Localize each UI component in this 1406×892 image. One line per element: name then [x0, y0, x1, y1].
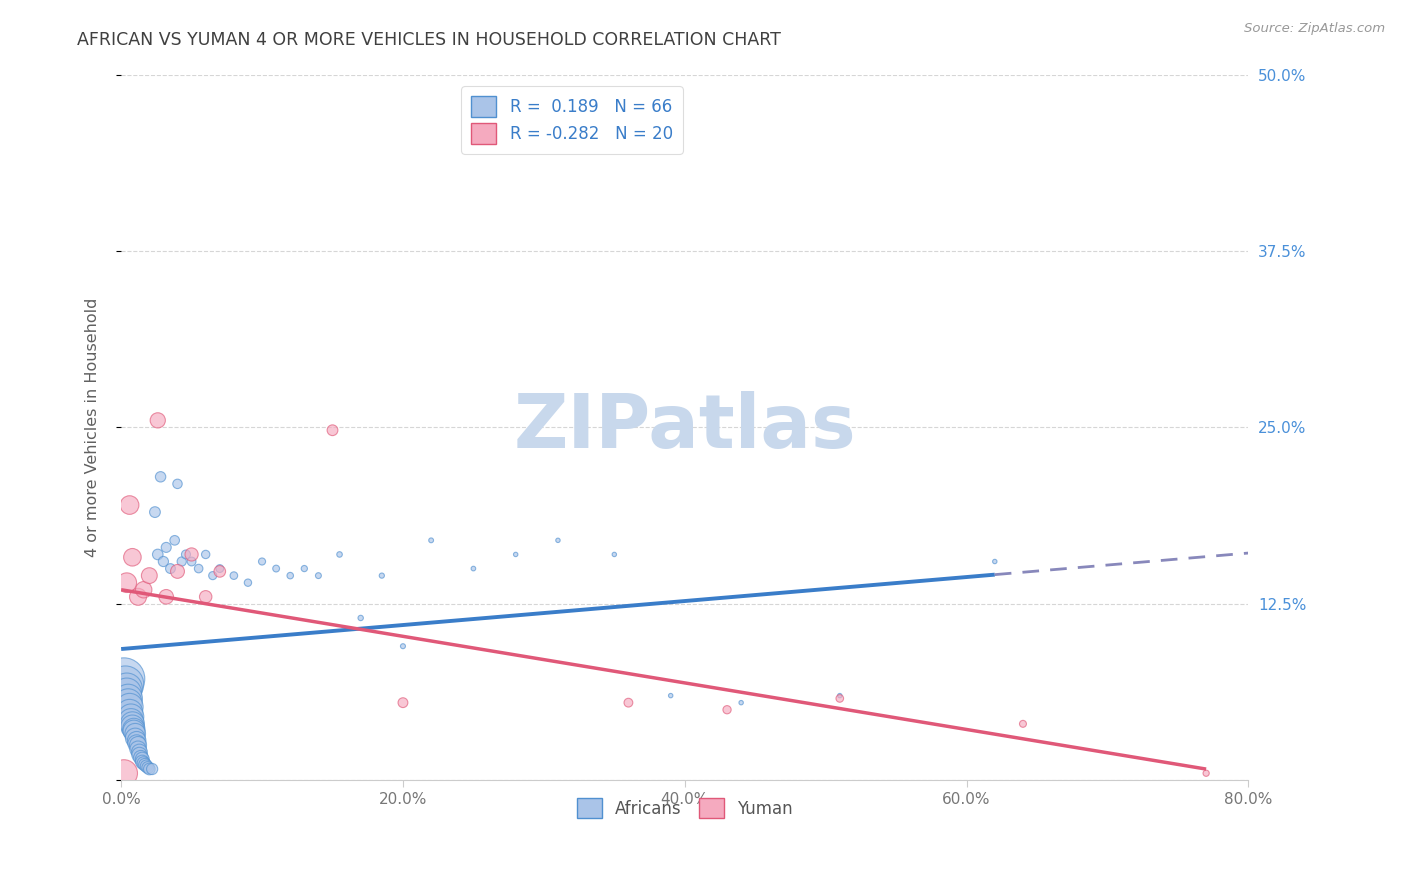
Point: [121, 550, 143, 565]
Point: [118, 699, 141, 714]
Point: [659, 689, 682, 703]
Point: [115, 681, 138, 696]
Point: [115, 575, 138, 590]
Point: [128, 745, 150, 759]
Point: [131, 752, 153, 766]
Point: [603, 548, 626, 562]
Point: [132, 582, 155, 597]
Point: [124, 731, 146, 745]
Point: [127, 738, 149, 752]
Point: [236, 575, 259, 590]
Point: [112, 766, 135, 780]
Point: [166, 476, 188, 491]
Point: [149, 470, 172, 484]
Point: [420, 533, 443, 548]
Point: [828, 691, 851, 706]
Point: [617, 696, 640, 710]
Point: [180, 554, 202, 568]
Point: [146, 548, 169, 562]
Point: [201, 568, 224, 582]
Point: [1012, 716, 1035, 731]
Point: [155, 541, 177, 555]
Point: [208, 561, 231, 575]
Point: [131, 755, 153, 769]
Point: [120, 714, 142, 728]
Point: [125, 737, 148, 751]
Point: [152, 554, 174, 568]
Point: [328, 548, 350, 562]
Point: [170, 554, 193, 568]
Text: AFRICAN VS YUMAN 4 OR MORE VEHICLES IN HOUSEHOLD CORRELATION CHART: AFRICAN VS YUMAN 4 OR MORE VEHICLES IN H…: [77, 31, 782, 49]
Point: [115, 686, 138, 700]
Point: [129, 750, 152, 764]
Point: [163, 533, 186, 548]
Point: [117, 691, 139, 706]
Point: [128, 747, 150, 762]
Point: [716, 703, 738, 717]
Point: [127, 742, 149, 756]
Point: [321, 423, 343, 437]
Point: [1195, 766, 1218, 780]
Point: [122, 723, 145, 738]
Point: [118, 706, 141, 720]
Point: [125, 733, 148, 747]
Point: [194, 548, 217, 562]
Point: [392, 696, 415, 710]
Point: [984, 554, 1007, 568]
Text: Source: ZipAtlas.com: Source: ZipAtlas.com: [1244, 22, 1385, 36]
Point: [155, 590, 177, 604]
Point: [250, 554, 273, 568]
Point: [120, 710, 142, 724]
Point: [828, 689, 851, 703]
Point: [121, 716, 143, 731]
Point: [138, 568, 160, 582]
Point: [547, 533, 569, 548]
Point: [180, 548, 202, 562]
Point: [136, 761, 159, 775]
Point: [371, 568, 394, 582]
Point: [292, 561, 315, 575]
Point: [135, 759, 157, 773]
Point: [122, 723, 145, 737]
Point: [174, 548, 197, 562]
Point: [118, 498, 141, 512]
Point: [187, 561, 209, 575]
Point: [117, 696, 139, 710]
Point: [307, 568, 329, 582]
Point: [278, 568, 301, 582]
Text: ZIPatlas: ZIPatlas: [513, 391, 856, 464]
Point: [132, 756, 155, 771]
Point: [194, 590, 217, 604]
Point: [222, 568, 245, 582]
Legend: Africans, Yuman: Africans, Yuman: [571, 791, 799, 825]
Point: [392, 639, 415, 653]
Point: [127, 590, 149, 604]
Point: [208, 565, 231, 579]
Point: [264, 561, 287, 575]
Point: [463, 561, 485, 575]
Point: [134, 757, 156, 772]
Point: [141, 762, 163, 776]
Point: [114, 677, 136, 691]
Y-axis label: 4 or more Vehicles in Household: 4 or more Vehicles in Household: [86, 298, 100, 558]
Point: [138, 762, 160, 776]
Point: [166, 565, 188, 579]
Point: [730, 696, 752, 710]
Point: [505, 548, 527, 562]
Point: [124, 727, 146, 741]
Point: [159, 561, 181, 575]
Point: [121, 720, 143, 734]
Point: [112, 672, 135, 686]
Point: [146, 413, 169, 427]
Point: [350, 611, 373, 625]
Point: [143, 505, 166, 519]
